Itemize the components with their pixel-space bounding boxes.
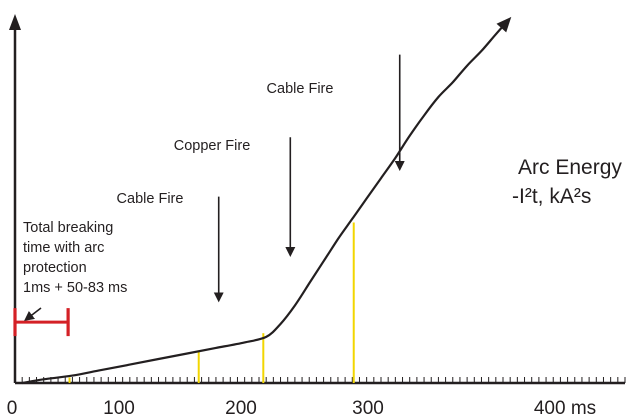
x-axis-minor-ticks bbox=[21, 377, 626, 383]
x-tick-label-400: 400 ms bbox=[534, 398, 596, 418]
annotation-cable-fire-2: Cable Fire bbox=[267, 81, 334, 97]
x-tick-labels: 0 100 200 300 400 ms bbox=[7, 398, 596, 418]
y-axis-arrowhead bbox=[9, 14, 21, 30]
annotation-cable-fire-1: Cable Fire bbox=[117, 191, 184, 207]
annotation-protection-line-1: Total breaking bbox=[23, 220, 113, 236]
annotation-labels: Cable Fire Copper Fire Cable Fire Total … bbox=[23, 81, 622, 296]
threshold-markers bbox=[68, 222, 355, 383]
annotation-arrows bbox=[24, 54, 405, 322]
arc-energy-curve bbox=[22, 20, 509, 385]
y-axis-label-line-2: -I²t, kA²s bbox=[512, 185, 591, 208]
annotation-protection-line-2: time with arc bbox=[23, 240, 104, 256]
annotation-copper-fire: Copper Fire bbox=[174, 138, 251, 154]
curve-layer bbox=[22, 16, 512, 385]
annotation-protection-line-3: protection bbox=[23, 260, 87, 276]
x-tick-label-0: 0 bbox=[7, 398, 18, 418]
protection-bar-layer bbox=[13, 308, 70, 337]
x-tick-label-300: 300 bbox=[352, 398, 384, 418]
y-axis-label-line-1: Arc Energy bbox=[518, 156, 622, 179]
x-tick-label-200: 200 bbox=[225, 398, 257, 418]
protection-pointer-arrow bbox=[24, 307, 42, 322]
annotation-protection-line-4: 1ms + 50-83 ms bbox=[23, 280, 127, 296]
x-tick-label-100: 100 bbox=[103, 398, 135, 418]
curve-end-arrowhead bbox=[496, 16, 512, 33]
